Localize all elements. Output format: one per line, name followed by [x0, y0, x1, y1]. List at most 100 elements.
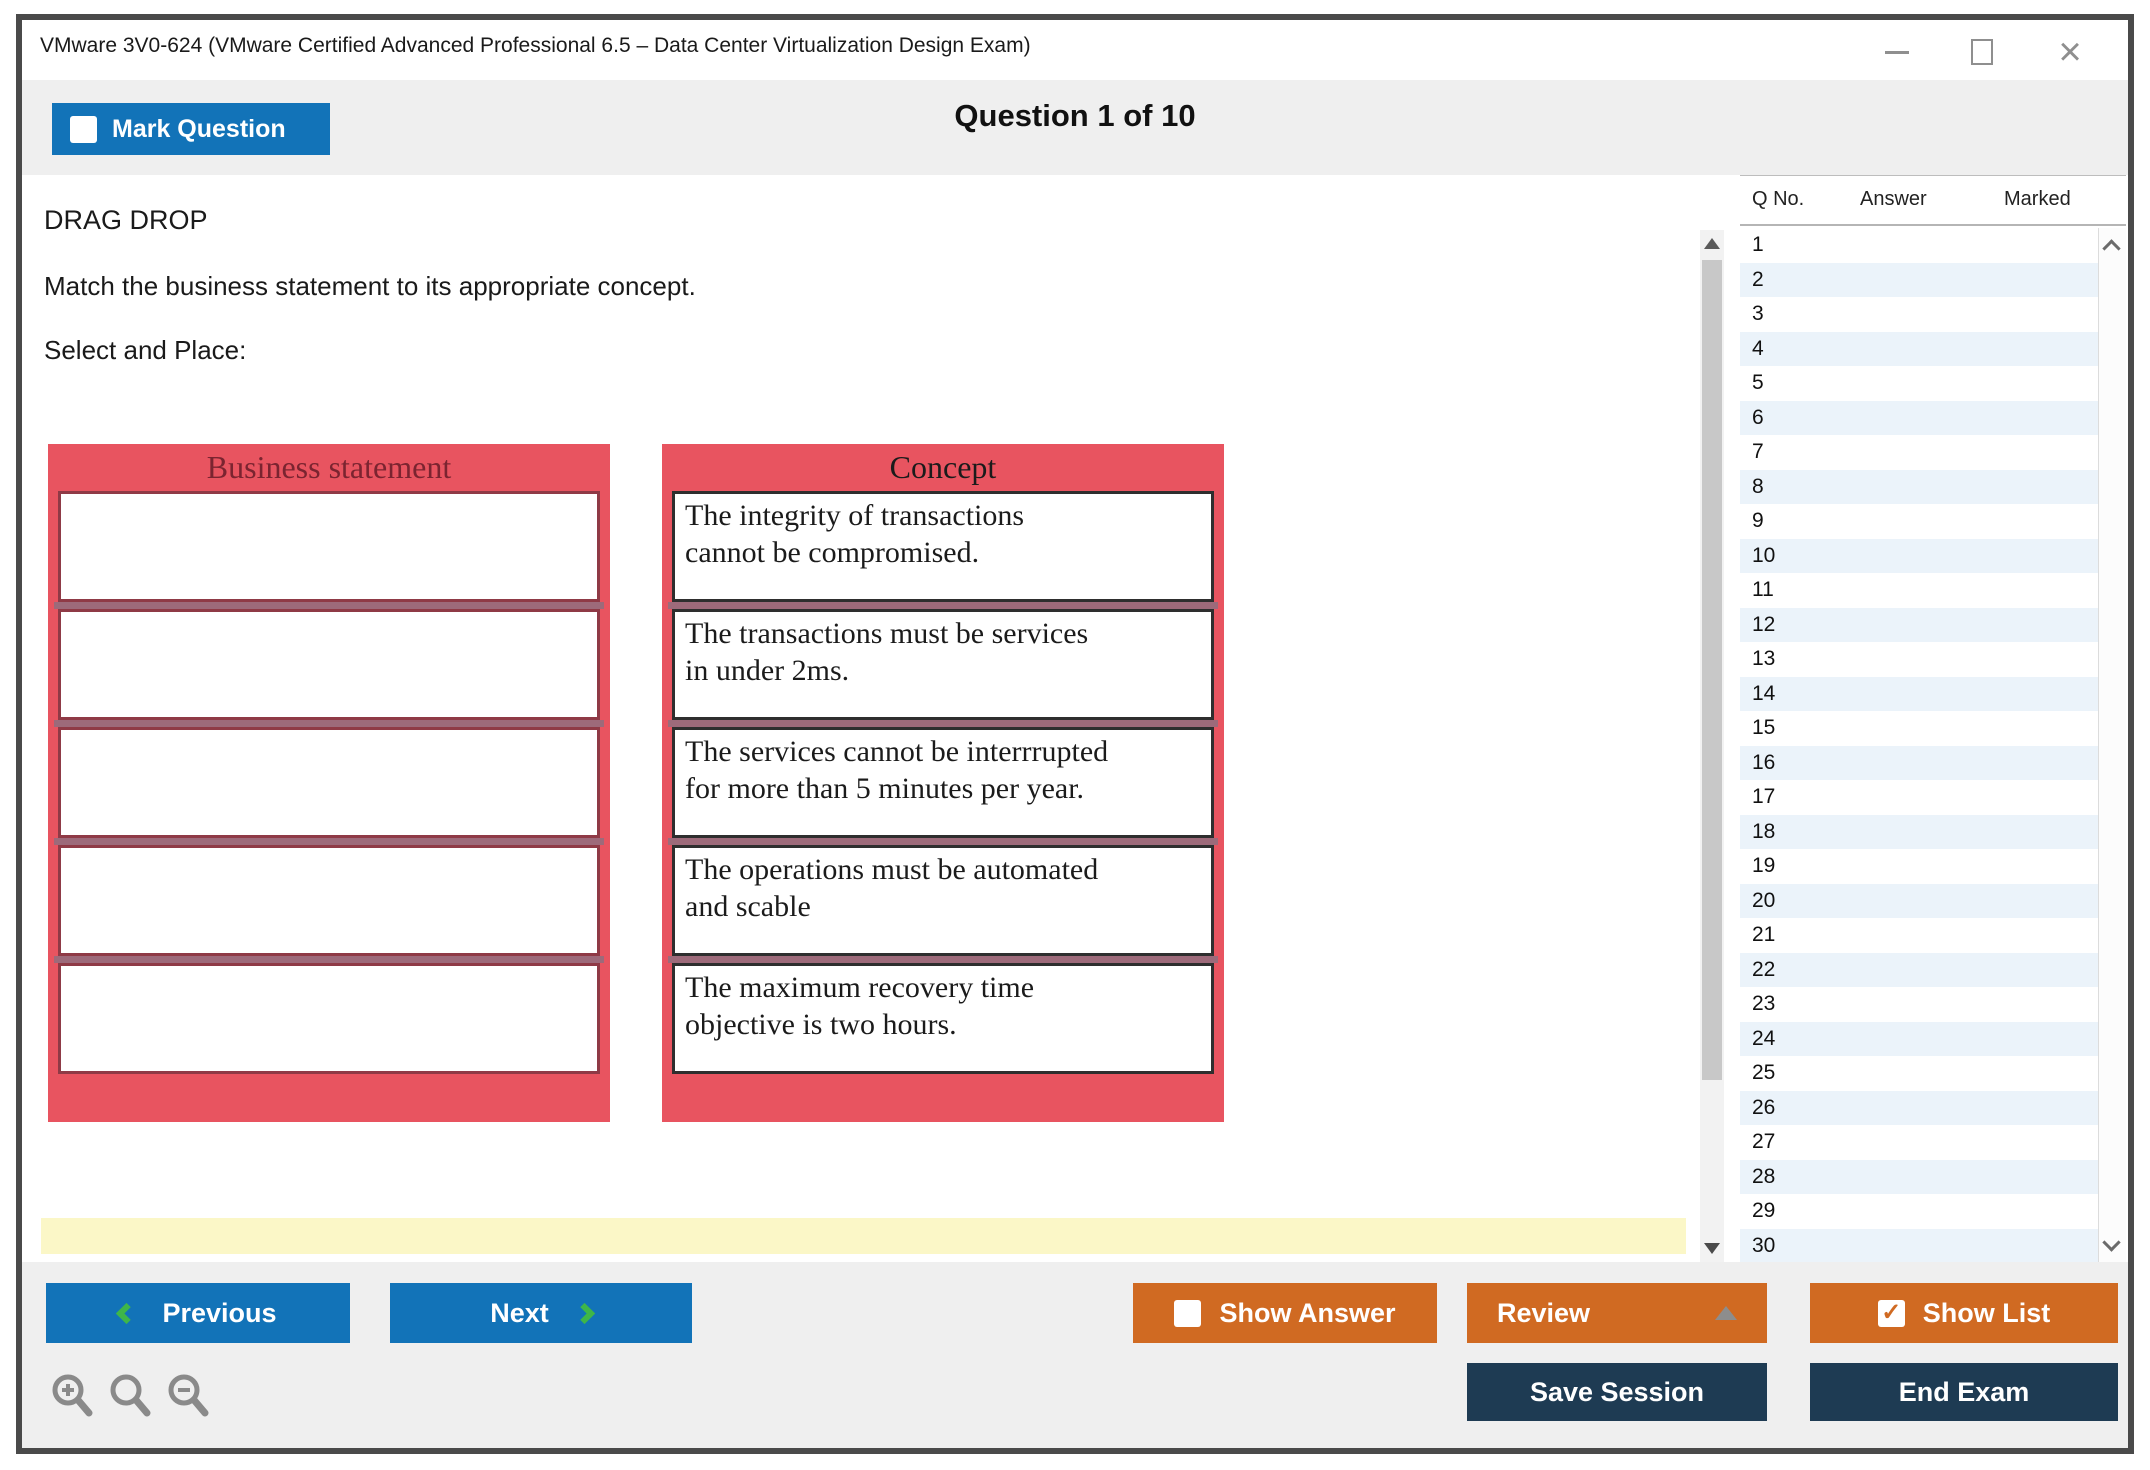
question-row[interactable]: 19 [1740, 849, 2098, 884]
question-row[interactable]: 29 [1740, 1194, 2098, 1229]
business-drop-slot[interactable] [58, 491, 600, 602]
question-row[interactable]: 17 [1740, 780, 2098, 815]
mark-question-checkbox[interactable] [70, 115, 97, 143]
question-number: 27 [1752, 1130, 1776, 1153]
question-row[interactable]: 11 [1740, 573, 2098, 608]
question-rows: 1 2 3 4 5 6 [1740, 228, 2098, 1263]
slot-divider [54, 602, 604, 609]
concept-item[interactable]: The operations must be automated and sca… [668, 838, 1218, 956]
slot-divider [668, 838, 1218, 845]
save-session-button[interactable]: Save Session [1467, 1363, 1767, 1421]
slot-divider [54, 720, 604, 727]
review-label: Review [1497, 1297, 1591, 1328]
question-row[interactable]: 23 [1740, 987, 2098, 1022]
concept-item[interactable]: The integrity of transactions cannot be … [672, 491, 1214, 602]
question-row[interactable]: 16 [1740, 745, 2098, 780]
mark-question-button[interactable]: Mark Question [52, 103, 330, 155]
column-marked: Marked [2004, 188, 2071, 210]
question-number: 4 [1752, 336, 1764, 360]
question-row[interactable]: 1 [1740, 228, 2098, 263]
show-answer-button[interactable]: Show Answer [1133, 1283, 1437, 1343]
concept-drag-box[interactable]: The operations must be automated and sca… [672, 845, 1214, 956]
select-and-place-label: Select and Place: [44, 335, 247, 365]
question-row[interactable]: 13 [1740, 642, 2098, 677]
question-row[interactable]: 30 [1740, 1228, 2098, 1263]
business-drop-box[interactable] [58, 727, 600, 838]
save-session-label: Save Session [1529, 1376, 1705, 1407]
close-button[interactable]: × [2048, 32, 2092, 72]
question-number: 13 [1752, 647, 1776, 670]
question-row[interactable]: 18 [1740, 814, 2098, 849]
question-row[interactable]: 3 [1740, 297, 2098, 332]
show-list-button[interactable]: ✓ Show List [1810, 1283, 2118, 1343]
question-row[interactable]: 22 [1740, 952, 2098, 987]
question-number: 21 [1752, 923, 1776, 946]
main-scrollbar[interactable] [1700, 230, 1724, 1262]
question-row[interactable]: 25 [1740, 1056, 2098, 1091]
question-number: 23 [1752, 992, 1776, 1015]
zoom-in-button[interactable] [50, 1372, 94, 1421]
question-row[interactable]: 28 [1740, 1159, 2098, 1194]
concept-item[interactable]: The maximum recovery time objective is t… [668, 956, 1218, 1074]
review-button[interactable]: Review [1467, 1283, 1767, 1343]
question-instruction: Match the business statement to its appr… [44, 271, 696, 301]
scroll-up-icon[interactable] [1704, 238, 1720, 249]
business-drop-slot[interactable] [54, 602, 604, 720]
question-number: 15 [1752, 716, 1776, 739]
highlight-strip [41, 1218, 1686, 1254]
business-drop-box[interactable] [58, 845, 600, 956]
previous-label: Previous [162, 1297, 277, 1328]
chevron-right-icon [573, 1302, 595, 1324]
concept-drag-box[interactable]: The maximum recovery time objective is t… [672, 963, 1214, 1074]
business-drop-box[interactable] [58, 491, 600, 602]
business-drop-box[interactable] [58, 609, 600, 720]
question-list-scrollbar[interactable] [2098, 228, 2126, 1263]
business-drop-slot[interactable] [54, 838, 604, 956]
question-counter: Question 1 of 10 [954, 98, 1196, 133]
scrollbar-thumb[interactable] [1702, 260, 1722, 1080]
question-row[interactable]: 20 [1740, 883, 2098, 918]
question-row[interactable]: 14 [1740, 676, 2098, 711]
list-scroll-up-icon[interactable] [2102, 239, 2121, 258]
business-drop-slot[interactable] [54, 956, 604, 1074]
concept-drag-box[interactable]: The integrity of transactions cannot be … [672, 491, 1214, 602]
zoom-out-button[interactable] [166, 1372, 210, 1421]
question-row[interactable]: 7 [1740, 435, 2098, 470]
business-drop-box[interactable] [58, 963, 600, 1074]
question-row[interactable]: 24 [1740, 1021, 2098, 1056]
column-qno: Q No. [1752, 188, 1805, 210]
list-scroll-down-icon[interactable] [2102, 1233, 2121, 1252]
question-row[interactable]: 27 [1740, 1125, 2098, 1160]
mark-question-label: Mark Question [112, 114, 286, 143]
show-answer-checkbox[interactable] [1174, 1299, 1202, 1327]
question-number: 19 [1752, 854, 1776, 877]
concept-drag-box[interactable]: The transactions must be services in und… [672, 609, 1214, 720]
concept-drag-box[interactable]: The services cannot be interrrupted for … [672, 727, 1214, 838]
question-row[interactable]: 5 [1740, 366, 2098, 401]
app-window: VMware 3V0-624 (VMware Certified Advance… [16, 14, 2134, 1454]
question-row[interactable]: 15 [1740, 711, 2098, 746]
concept-item[interactable]: The services cannot be interrrupted for … [668, 720, 1218, 838]
next-button[interactable]: Next [390, 1283, 692, 1343]
magnifier-button[interactable] [108, 1372, 152, 1421]
question-row[interactable]: 26 [1740, 1090, 2098, 1125]
question-row[interactable]: 12 [1740, 607, 2098, 642]
question-row[interactable]: 9 [1740, 504, 2098, 539]
maximize-button[interactable] [1960, 34, 2004, 70]
previous-button[interactable]: Previous [46, 1283, 350, 1343]
question-number: 11 [1752, 578, 1774, 601]
question-row[interactable]: 4 [1740, 331, 2098, 366]
minimize-button[interactable] [1875, 34, 1919, 70]
slot-divider [54, 838, 604, 845]
question-row[interactable]: 6 [1740, 400, 2098, 435]
show-list-checkbox[interactable]: ✓ [1877, 1299, 1905, 1327]
business-drop-slot[interactable] [54, 720, 604, 838]
scroll-down-icon[interactable] [1704, 1243, 1720, 1254]
question-row[interactable]: 10 [1740, 538, 2098, 573]
question-row[interactable]: 21 [1740, 918, 2098, 953]
question-row[interactable]: 8 [1740, 469, 2098, 504]
concept-table: Concept The integrity of transactions ca… [662, 444, 1224, 1122]
question-row[interactable]: 2 [1740, 262, 2098, 297]
concept-item[interactable]: The transactions must be services in und… [668, 602, 1218, 720]
end-exam-button[interactable]: End Exam [1810, 1363, 2118, 1421]
